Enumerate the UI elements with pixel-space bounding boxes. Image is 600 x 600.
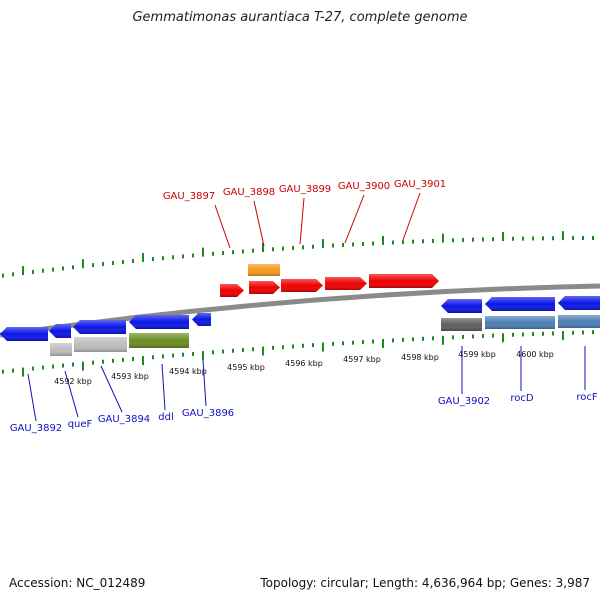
- leader-line: [202, 359, 207, 407]
- scale-label: 4593 kbp: [111, 372, 149, 381]
- scale-labels: 4592 kbp 4593 kbp 4594 kbp 4595 kbp 4596 kbp…: [54, 350, 554, 386]
- feature-steel-1[interactable]: [485, 316, 555, 329]
- gene-gau-3900[interactable]: [325, 277, 367, 290]
- gene-labels: GAU_3897 GAU_3898 GAU_3899 GAU_3900 GAU_3901…: [10, 179, 598, 434]
- leader-line: [64, 370, 79, 418]
- gene-label-rocd[interactable]: rocD: [510, 393, 534, 404]
- gene-rocf[interactable]: [558, 296, 600, 310]
- gene-label-gau-3901[interactable]: GAU_3901: [394, 179, 446, 190]
- scale-label: 4594 kbp: [169, 367, 207, 376]
- gene-feature-orange[interactable]: [248, 264, 280, 276]
- gene-label-gau-3899[interactable]: GAU_3899: [279, 184, 331, 195]
- feature-dark-gray[interactable]: [441, 318, 482, 331]
- gene-label-gau-3900[interactable]: GAU_3900: [338, 181, 390, 192]
- scale-label: 4596 kbp: [285, 359, 323, 368]
- feature-olive[interactable]: [129, 333, 189, 348]
- topology-text: Topology: circular; Length: 4,636,964 bp…: [260, 576, 590, 590]
- scale-label: 4600 kbp: [516, 350, 554, 359]
- feature-gray-2[interactable]: [74, 337, 127, 352]
- scale-label: 4598 kbp: [401, 353, 439, 362]
- scale-label: 4597 kbp: [343, 355, 381, 364]
- gene-gau-3894[interactable]: [73, 320, 126, 334]
- scale-label: 4599 kbp: [458, 350, 496, 359]
- gene-gau-3892[interactable]: [0, 327, 48, 341]
- leader-line: [161, 363, 166, 411]
- gene-ddl[interactable]: [129, 315, 189, 329]
- gene-gau-3902[interactable]: [441, 299, 482, 313]
- gene-label-gau-3892[interactable]: GAU_3892: [10, 423, 62, 434]
- gene-label-gau-3896[interactable]: GAU_3896: [182, 408, 234, 419]
- leader-line: [214, 204, 231, 249]
- gene-gau-3896[interactable]: [192, 313, 211, 326]
- leader-line: [27, 373, 37, 422]
- leader-line: [344, 194, 365, 244]
- gene-label-quef[interactable]: queF: [68, 419, 93, 430]
- gene-label-rocf[interactable]: rocF: [576, 392, 598, 403]
- gene-gau-3897[interactable]: [220, 284, 244, 297]
- gene-features: [0, 264, 600, 356]
- scale-label: 4592 kbp: [54, 377, 92, 386]
- gene-label-gau-3898[interactable]: GAU_3898: [223, 187, 275, 198]
- gene-label-gau-3897[interactable]: GAU_3897: [163, 191, 215, 202]
- gene-gau-3898[interactable]: [249, 281, 280, 294]
- accession-text: Accession: NC_012489: [9, 576, 146, 590]
- gene-label-gau-3894[interactable]: GAU_3894: [98, 414, 150, 425]
- map-title: Gemmatimonas aurantiaca T-27, complete g…: [132, 10, 468, 25]
- feature-gray-1[interactable]: [50, 343, 72, 356]
- leader-line: [253, 200, 265, 247]
- tick-track-bottom: [2, 330, 594, 377]
- scale-label: 4595 kbp: [227, 363, 265, 372]
- gene-label-gau-3902[interactable]: GAU_3902: [438, 396, 490, 407]
- leader-line: [402, 192, 421, 241]
- label-leader-lines: [27, 192, 586, 422]
- leader-line: [299, 197, 305, 245]
- tick-track-top: [2, 231, 594, 278]
- feature-steel-2[interactable]: [558, 315, 600, 328]
- gene-label-ddl[interactable]: ddl: [158, 412, 173, 423]
- leader-line: [100, 365, 123, 413]
- gene-quef[interactable]: [49, 324, 71, 338]
- gene-rocd[interactable]: [485, 297, 555, 311]
- gene-gau-3899[interactable]: [281, 279, 323, 292]
- gene-gau-3901[interactable]: [369, 274, 439, 288]
